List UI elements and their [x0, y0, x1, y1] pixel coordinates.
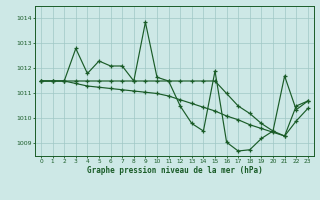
- X-axis label: Graphe pression niveau de la mer (hPa): Graphe pression niveau de la mer (hPa): [86, 166, 262, 175]
